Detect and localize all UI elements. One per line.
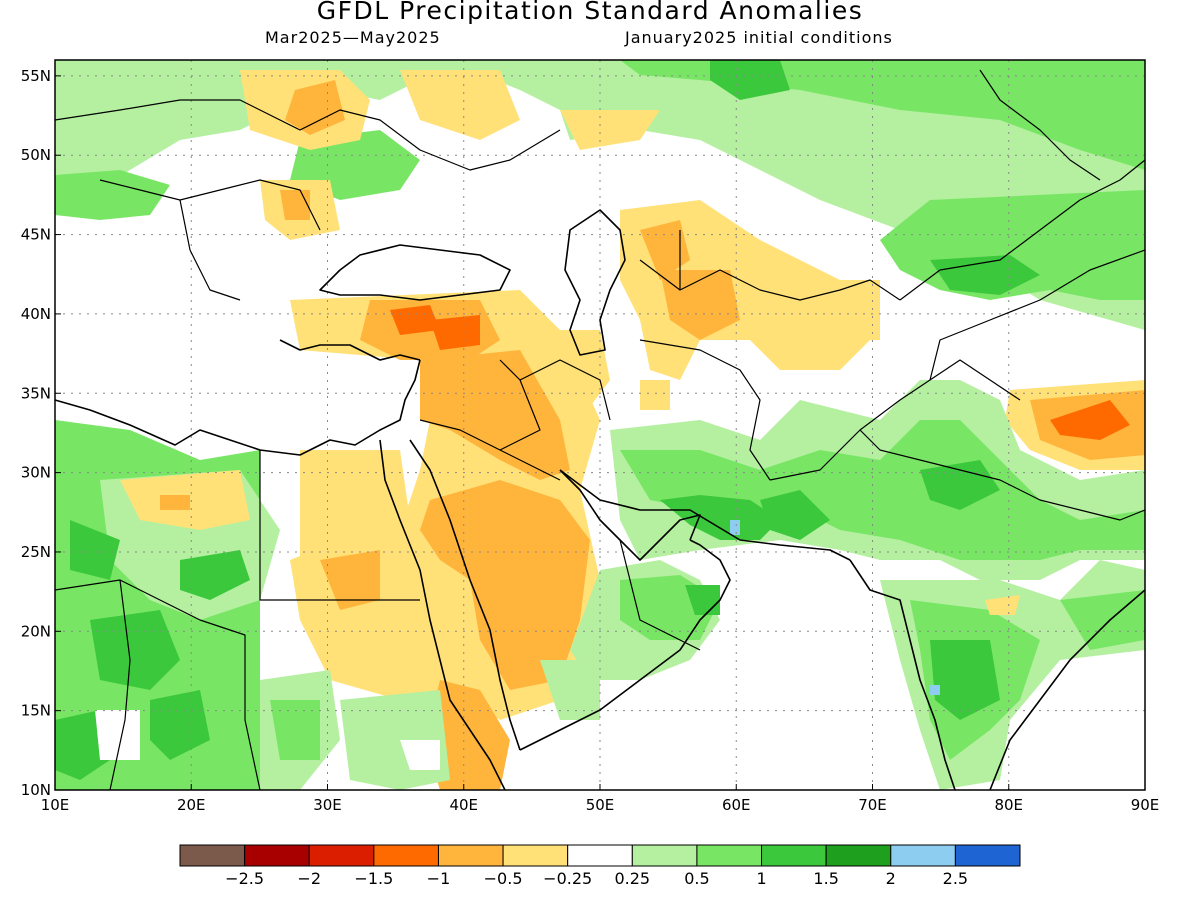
lat-tick-label: 30N <box>21 464 51 482</box>
colorbar-label: −0.25 <box>543 869 592 888</box>
lat-tick-label: 35N <box>21 384 51 402</box>
lat-tick-label: 45N <box>21 226 51 244</box>
colorbar-label: −2.5 <box>225 869 264 888</box>
lon-tick-label: 40E <box>449 796 478 814</box>
colorbar-label: −1.5 <box>354 869 393 888</box>
initial-conditions-label: January2025 initial conditions <box>625 28 893 47</box>
colorbar-label: −2 <box>297 869 321 888</box>
colorbar-swatch <box>954 844 1021 867</box>
latitude-labels: 10N 15N 20N 25N 30N 35N 40N 45N 50N 55N <box>21 67 51 799</box>
lat-tick-label: 55N <box>21 67 51 85</box>
lon-tick-label: 20E <box>177 796 206 814</box>
colorbar-label: −0.5 <box>484 869 523 888</box>
lon-tick-label: 30E <box>313 796 342 814</box>
coastlines-and-borders <box>54 69 1146 791</box>
graticule <box>54 60 1146 791</box>
anomaly-shading <box>55 60 1145 790</box>
colorbar-swatch <box>179 844 246 867</box>
lat-tick-label: 50N <box>21 146 51 164</box>
lat-tick-label: 20N <box>21 622 51 640</box>
colorbar-label: 0.5 <box>684 869 709 888</box>
lat-tick-label: 40N <box>21 305 51 323</box>
colorbar-swatch <box>437 844 504 867</box>
forecast-period: Mar2025—May2025 <box>265 28 441 47</box>
plot-frame <box>54 59 1146 791</box>
colorbar-swatch <box>890 844 956 867</box>
lon-tick-label: 70E <box>858 796 887 814</box>
colorbar-swatch <box>761 844 827 867</box>
lon-tick-label: 80E <box>994 796 1023 814</box>
colorbar-label: −1 <box>427 869 451 888</box>
lat-tick-label: 15N <box>21 702 51 720</box>
colorbar-label: 2 <box>886 869 896 888</box>
colorbar-swatch <box>567 844 633 867</box>
colorbar-swatch <box>502 844 569 867</box>
lon-tick-label: 60E <box>722 796 751 814</box>
colorbar-swatch <box>308 844 375 867</box>
lon-tick-label: 10E <box>41 796 70 814</box>
colorbar-swatch <box>825 844 892 867</box>
lat-tick-label: 10N <box>21 781 51 799</box>
colorbar-label: 2.5 <box>943 869 968 888</box>
colorbar: −2.5 −2 −1.5 −1 −0.5 −0.25 0.25 0.5 1 1.5 2 2.5 <box>179 844 1021 888</box>
map-title: GFDL Precipitation Standard Anomalies <box>316 0 864 25</box>
longitude-labels: 10E 20E 30E 40E 50E 60E 70E 80E 90E <box>41 796 1160 814</box>
lon-tick-label: 90E <box>1131 796 1160 814</box>
colorbar-label: 1.5 <box>813 869 838 888</box>
lon-tick-label: 50E <box>586 796 615 814</box>
colorbar-label: 0.25 <box>614 869 650 888</box>
colorbar-swatch <box>696 844 763 867</box>
colorbar-swatch <box>244 844 310 867</box>
lat-tick-label: 25N <box>21 543 51 561</box>
colorbar-swatch <box>373 844 439 867</box>
colorbar-label: 1 <box>756 869 766 888</box>
colorbar-swatch <box>631 844 698 867</box>
